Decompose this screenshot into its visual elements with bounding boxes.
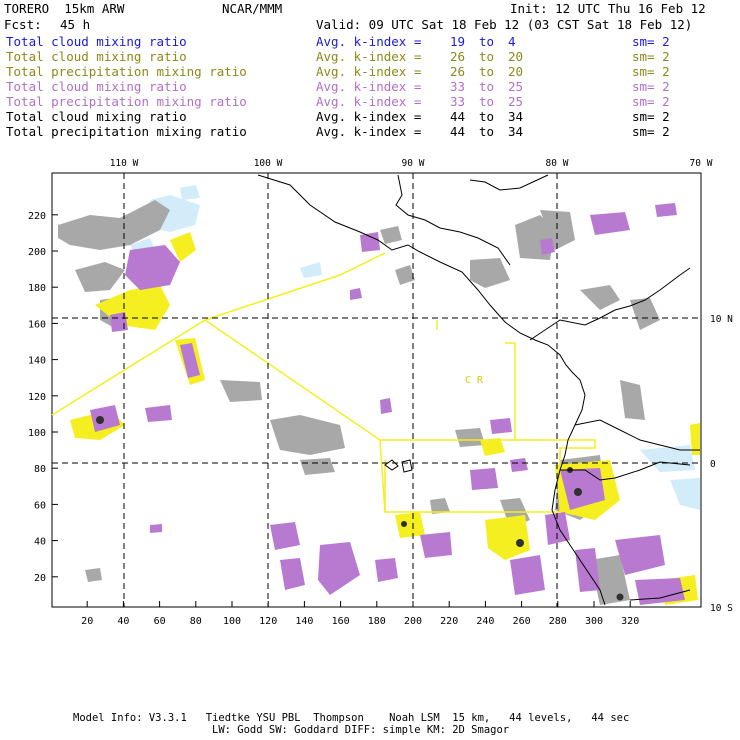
legend-from: 19 <box>450 34 466 49</box>
legend-to-word: to <box>479 109 495 124</box>
legend-to-word: to <box>479 79 495 94</box>
legend-kindex: Avg. k-index = <box>316 94 422 109</box>
lon-label: 110 W <box>110 158 139 169</box>
lat-label: 10 N <box>710 314 733 325</box>
y-axis-tick-labels: 20 40 60 80 100 120 140 160 180 200 220 <box>28 211 46 584</box>
legend-from: 26 <box>450 64 466 79</box>
latitude-labels: 10 N 0 10 S <box>710 314 733 614</box>
x-tick-label: 60 <box>154 616 166 627</box>
legend-kindex: Avg. k-index = <box>316 64 422 79</box>
x-tick-label: 40 <box>117 616 129 627</box>
legend-kindex: Avg. k-index = <box>316 124 422 139</box>
kindex-purple-layer <box>90 203 685 605</box>
legend-sm: sm= 2 <box>632 94 670 109</box>
x-tick-label: 120 <box>259 616 277 627</box>
legend-field: Total cloud mixing ratio <box>6 109 187 124</box>
region-boxes <box>51 252 596 513</box>
legend-to: 25 <box>508 79 524 94</box>
legend-field: Total precipitation mixing ratio <box>6 124 247 139</box>
legend-to-word: to <box>479 94 495 109</box>
legend-kindex: Avg. k-index = <box>316 34 422 49</box>
legend-from: 33 <box>450 94 466 109</box>
x-tick-label: 200 <box>404 616 422 627</box>
legend-to: 20 <box>508 49 524 64</box>
region-label-cr: C R <box>465 375 484 386</box>
y-tick-label: 100 <box>28 428 46 439</box>
x-tick-label: 220 <box>440 616 458 627</box>
model-info-line1: Model Info: V3.3.1 Tiedtke YSU PBL Thomp… <box>73 712 630 724</box>
legend-to-word: to <box>479 34 495 49</box>
coastline <box>257 174 700 606</box>
y-tick-label: 60 <box>34 500 46 511</box>
x-tick-label: 160 <box>332 616 350 627</box>
legend-field: Total precipitation mixing ratio <box>6 64 247 79</box>
y-tick-label: 200 <box>28 247 46 258</box>
x-axis-tick-labels: 20 40 60 80 100 120 140 160 180 200 220 240 260 280 30… <box>81 616 639 627</box>
longitude-labels: 110 W 100 W 90 W 80 W 70 W <box>110 158 713 169</box>
y-tick-label: 160 <box>28 319 46 330</box>
x-tick-label: 240 <box>476 616 494 627</box>
x-tick-label: 80 <box>190 616 202 627</box>
y-tick-label: 140 <box>28 356 46 367</box>
legend-sm: sm= 2 <box>632 64 670 79</box>
y-tick-label: 20 <box>34 573 46 584</box>
legend-kindex: Avg. k-index = <box>316 109 422 124</box>
legend-to: 20 <box>508 64 524 79</box>
x-tick-label: 140 <box>295 616 313 627</box>
legend-field: Total cloud mixing ratio <box>6 49 187 64</box>
forecast-label: Fcst: <box>4 17 42 32</box>
legend-from: 44 <box>450 109 466 124</box>
legend-field: Total precipitation mixing ratio <box>6 94 247 109</box>
legend-sm: sm= 2 <box>632 49 670 64</box>
legend-sm: sm= 2 <box>632 34 670 49</box>
legend-to: 34 <box>508 109 524 124</box>
x-tick-label: 100 <box>223 616 241 627</box>
lon-label: 90 W <box>402 158 425 169</box>
legend-sm: sm= 2 <box>632 109 670 124</box>
model-info-line2: LW: Godd SW: Goddard DIFF: simple KM: 2D… <box>212 724 510 736</box>
init-time: Init: 12 UTC Thu 16 Feb 12 <box>510 1 706 16</box>
legend-to: 4 <box>508 34 516 49</box>
forecast-hour: 45 h <box>60 17 91 32</box>
y-tick-label: 180 <box>28 283 46 294</box>
legend-from: 26 <box>450 49 466 64</box>
legend-to-word: to <box>479 64 495 79</box>
x-tick-label: 260 <box>513 616 531 627</box>
lon-label: 80 W <box>546 158 569 169</box>
legend-field: Total cloud mixing ratio <box>6 34 187 49</box>
x-tick-label: 280 <box>549 616 567 627</box>
legend-from: 44 <box>450 124 466 139</box>
x-tick-label: 180 <box>368 616 386 627</box>
y-tick-label: 40 <box>34 537 46 548</box>
y-tick-label: 220 <box>28 211 46 222</box>
org-label: NCAR/MMM <box>222 1 283 16</box>
legend-to-word: to <box>479 49 495 64</box>
x-tick-label: 20 <box>81 616 93 627</box>
legend-from: 33 <box>450 79 466 94</box>
legend-to: 25 <box>508 94 524 109</box>
lon-label: 70 W <box>690 158 713 169</box>
legend-to: 34 <box>508 124 524 139</box>
lat-label: 10 S <box>710 603 733 614</box>
legend-kindex: Avg. k-index = <box>316 49 422 64</box>
lat-label: 0 <box>710 459 716 470</box>
y-tick-label: 120 <box>28 392 46 403</box>
y-tick-label: 80 <box>34 464 46 475</box>
legend-to-word: to <box>479 124 495 139</box>
legend-field: Total cloud mixing ratio <box>6 79 187 94</box>
valid-time: Valid: 09 UTC Sat 18 Feb 12 (03 CST Sat … <box>316 17 693 32</box>
legend-kindex: Avg. k-index = <box>316 79 422 94</box>
legend-sm: sm= 2 <box>632 124 670 139</box>
x-tick-label: 300 <box>585 616 603 627</box>
x-tick-label: 320 <box>621 616 639 627</box>
legend-sm: sm= 2 <box>632 79 670 94</box>
lat-lon-grid <box>52 173 701 607</box>
model-title: TORERO 15km ARW <box>4 1 125 16</box>
lon-label: 100 W <box>254 158 283 169</box>
axis-ticks <box>52 214 631 607</box>
